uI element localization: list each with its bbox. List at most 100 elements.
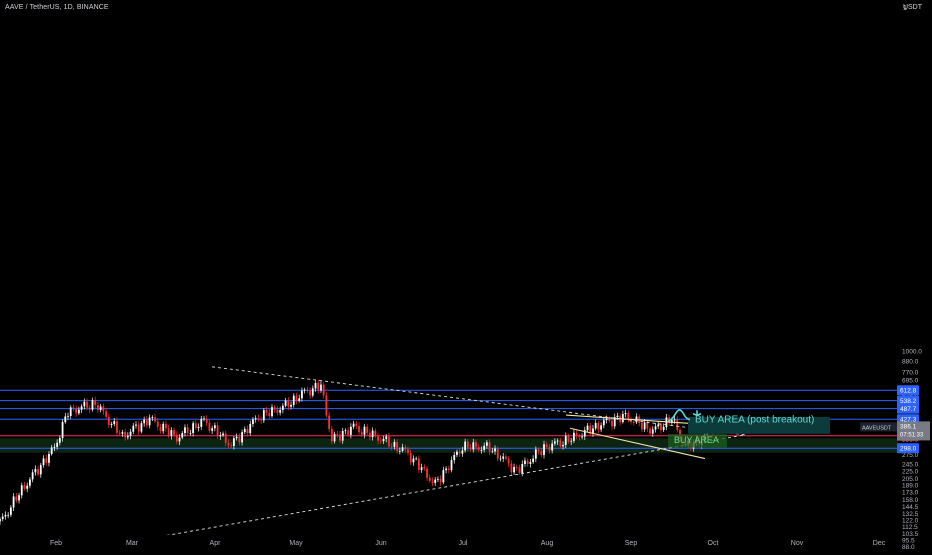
candle-body (48, 453, 50, 463)
level-tag-label: 487.7 (900, 406, 917, 413)
candle-body (205, 418, 208, 423)
candle-body (170, 429, 173, 437)
candle-body (412, 458, 415, 463)
candle-body (175, 434, 178, 442)
candle-body (382, 438, 385, 442)
candle-body (499, 458, 502, 460)
candle-body (143, 419, 146, 424)
current-price-value: 386.1 (900, 423, 917, 430)
candle-body (311, 388, 314, 396)
candle-body (670, 420, 673, 423)
candle-body (339, 434, 341, 441)
candle-body (194, 423, 197, 429)
candle-body (377, 436, 379, 441)
candle-body (148, 417, 151, 426)
candle-body (233, 438, 235, 446)
candle-body (271, 407, 273, 417)
candle-body (355, 423, 358, 426)
candle-body (336, 433, 339, 435)
candle-body (42, 458, 45, 466)
candle-body (388, 436, 390, 447)
month-label: Sep (625, 540, 638, 547)
candle-body (94, 400, 97, 406)
candle-body (105, 411, 107, 417)
level-tag (897, 385, 919, 396)
candle-body (475, 442, 477, 448)
candle-body (121, 432, 124, 434)
candle-body (197, 426, 200, 429)
level-tag-label: 612.8 (900, 388, 917, 395)
candle-body (442, 470, 445, 483)
candle-body (211, 428, 214, 431)
price-tick-label: 144.5 (902, 504, 919, 511)
candle-body (608, 418, 611, 421)
candle-body (37, 468, 39, 475)
candle-body (222, 433, 224, 436)
candle-body (189, 433, 192, 434)
candle-body (292, 395, 295, 405)
candle-body (301, 390, 303, 399)
candle-body (415, 458, 418, 460)
candle-body (77, 409, 80, 414)
candle-body (118, 432, 121, 434)
month-label: Mar (126, 540, 139, 547)
candle-body (26, 485, 29, 489)
price-tick-label: 158.0 (902, 497, 919, 504)
candle-body (137, 424, 140, 432)
candle-body (602, 420, 605, 426)
price-tick-label: 122.0 (902, 518, 919, 525)
candle-body (328, 415, 331, 430)
candle-body (309, 390, 311, 396)
candle-body (110, 423, 113, 425)
candle-body (515, 466, 518, 468)
candle-body (53, 446, 56, 448)
candle-body (613, 417, 616, 427)
month-label: Feb (50, 540, 62, 547)
price-tick-label: 225.0 (902, 468, 919, 475)
candle-body (200, 418, 203, 427)
candle-body (393, 441, 396, 447)
candle-body (203, 418, 205, 420)
candle-body (31, 472, 34, 480)
candle-body (428, 477, 431, 481)
candle-body (496, 448, 499, 459)
candle-body (562, 445, 564, 447)
candle-body (540, 451, 543, 455)
candle-body (483, 445, 486, 451)
candle-body (621, 414, 624, 423)
candle-body (657, 424, 660, 427)
month-label: Apr (210, 540, 222, 547)
candle-body (417, 458, 420, 470)
candle-body (469, 447, 472, 450)
candle-body (279, 409, 282, 413)
candle-body (83, 401, 86, 407)
candle-body (616, 415, 619, 418)
candle-body (369, 432, 371, 438)
candle-body (371, 430, 374, 438)
level-tag-label: 538.2 (900, 398, 917, 405)
candle-body (551, 443, 554, 451)
candle-body (627, 413, 630, 420)
candle-body (213, 425, 216, 429)
candle-body (641, 422, 643, 430)
price-tick-label: 245.0 (902, 461, 919, 468)
candle-body (573, 432, 575, 441)
candle-body (61, 422, 64, 439)
candle-body (140, 423, 143, 432)
candle-body (447, 468, 450, 471)
candle-body (545, 444, 548, 447)
candle-body (4, 514, 7, 517)
candle-body (445, 468, 447, 471)
price-tick-label: 205.0 (902, 476, 919, 483)
candle-body (521, 463, 524, 473)
candle-body (461, 450, 464, 454)
candle-body (458, 451, 461, 454)
candle-body (434, 479, 437, 483)
candle-body (466, 441, 469, 448)
candle-body (15, 496, 18, 501)
candle-body (526, 460, 529, 464)
candle-body (570, 440, 573, 442)
candles (0, 379, 714, 526)
